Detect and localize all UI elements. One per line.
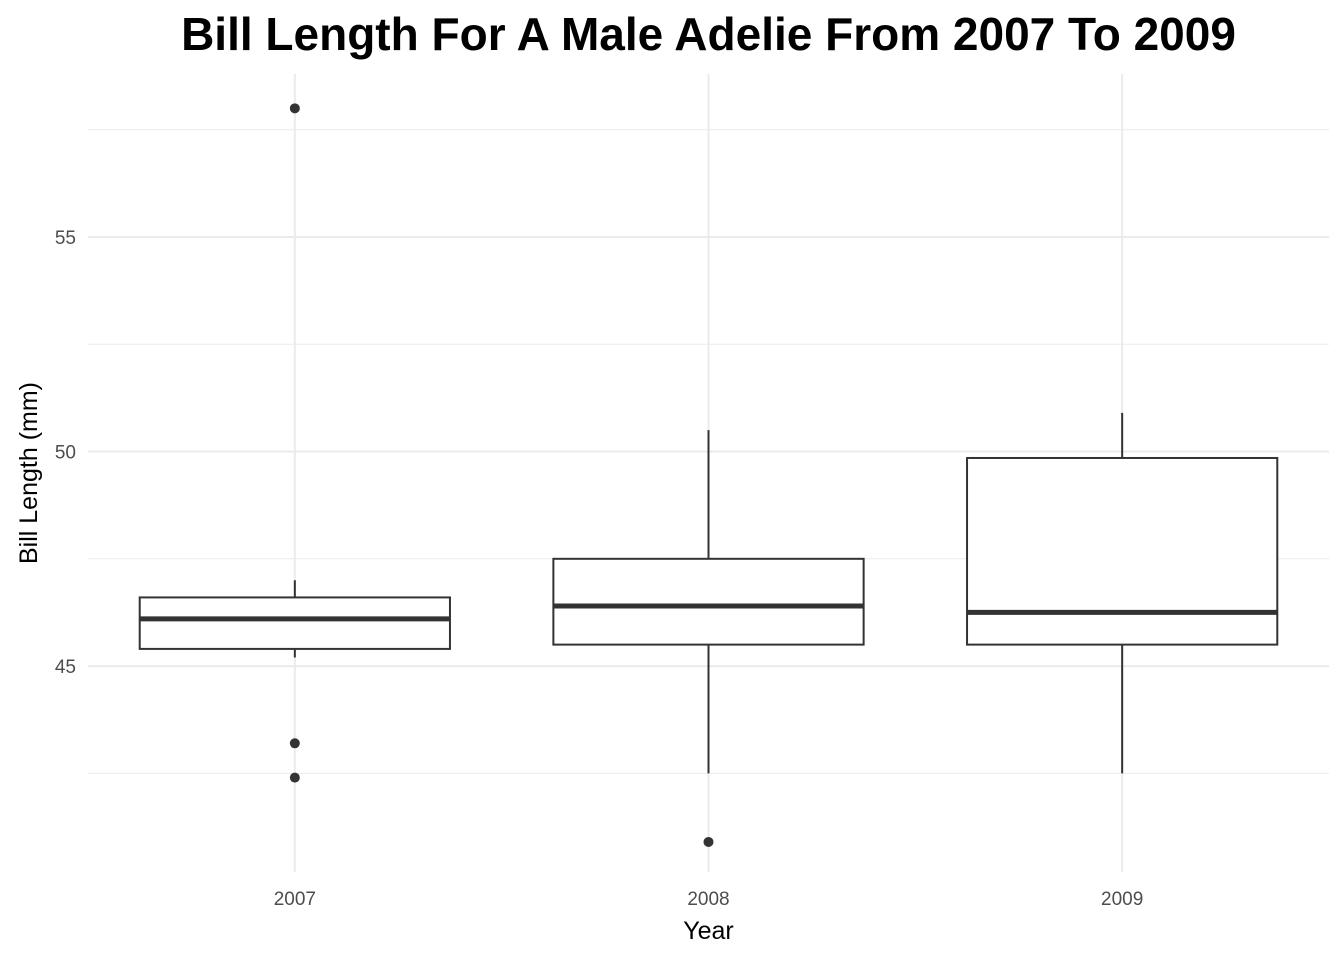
box-2007 bbox=[138, 103, 451, 783]
box-2008 bbox=[552, 430, 865, 847]
y-tick-label: 50 bbox=[55, 443, 76, 464]
label-layer: 45 50 55 2007 2008 2009 Year Bill Length (mm) bbox=[15, 228, 1143, 945]
box-layer bbox=[138, 103, 1279, 847]
iqr-box bbox=[966, 456, 1279, 646]
y-axis-title: Bill Length (mm) bbox=[15, 382, 43, 564]
x-tick-label: 2007 bbox=[274, 889, 316, 910]
x-tick-label: 2009 bbox=[1101, 889, 1143, 910]
chart-title: Bill Length For A Male Adelie From 2007 … bbox=[181, 8, 1236, 60]
x-axis-title: Year bbox=[683, 917, 734, 945]
outlier-point bbox=[289, 103, 300, 114]
y-tick-label: 55 bbox=[55, 228, 76, 249]
box-2009 bbox=[966, 412, 1279, 774]
x-tick-label: 2008 bbox=[687, 889, 729, 910]
y-tick-label: 45 bbox=[55, 657, 76, 678]
iqr-box bbox=[138, 596, 451, 650]
outlier-point bbox=[289, 772, 300, 783]
iqr-box bbox=[552, 557, 865, 646]
outlier-point bbox=[289, 738, 300, 749]
outlier-point bbox=[703, 836, 714, 847]
